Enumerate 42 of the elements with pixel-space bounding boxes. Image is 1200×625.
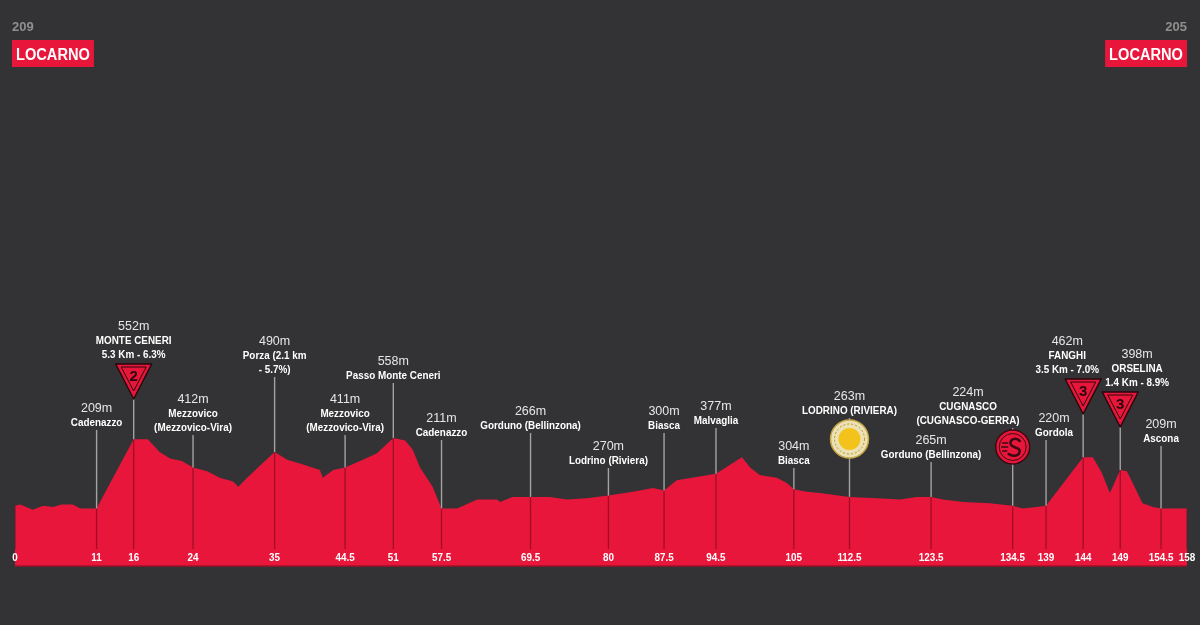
x-tick-label: 139 [1037, 550, 1055, 564]
x-tick-label: 123.5 [918, 550, 944, 564]
x-tick-label: 44.5 [335, 550, 355, 564]
annotation: 266m Gorduno (Bellinzona) [480, 404, 582, 432]
annotation: 265m Gorduno (Bellinzona) [880, 433, 982, 461]
text: 205 [1165, 19, 1187, 34]
x-tick-label: 16 [128, 550, 140, 564]
annotation: 490m Porza (2.1 km - 5.7%) [242, 334, 307, 376]
annotation: 209m Cadenazzo [70, 401, 123, 429]
annotation: 220m Gordola [1035, 411, 1074, 439]
annotation: 411m Mezzovico (Mezzovico-Vira) [306, 392, 385, 434]
x-tick-label: 69.5 [520, 550, 541, 564]
x-tick-label: 94.5 [706, 550, 726, 564]
x-tick-label: 158 [1178, 550, 1196, 564]
annotation: 412m Mezzovico (Mezzovico-Vira) [154, 392, 233, 434]
x-tick-label: 35 [269, 550, 281, 564]
x-tick-label: 105 [785, 550, 803, 564]
x-tick-label: 112.5 [837, 550, 862, 564]
x-tick-label: 144 [1074, 550, 1092, 564]
annotation: 558m Passo Monte Ceneri [346, 354, 441, 382]
annotation: 263m LODRINO (RIVIERA) [801, 389, 898, 417]
x-tick-label: 154.5 [1148, 550, 1174, 564]
x-tick-label: 11 [91, 550, 102, 564]
x-tick-label: 24 [187, 550, 199, 564]
x-tick-label: 0 [12, 550, 18, 564]
text: 209 [12, 19, 34, 34]
x-tick-label: 149 [1111, 550, 1129, 564]
annotation: 552m MONTE CENERI 5.3 Km - 6.3% 2 [95, 319, 172, 384]
annotation: 398m ORSELINA 1.4 Km - 8.9% 3 [1105, 347, 1170, 412]
annotation: 209m Ascona [1143, 417, 1180, 445]
annotation: 300m Biasca [648, 404, 681, 432]
annotation: 270m Lodrino (Riviera) [568, 439, 649, 467]
x-tick-label: 87.5 [654, 550, 674, 564]
x-tick-label: 134.5 [1000, 550, 1026, 564]
annotation: 304m Biasca [777, 439, 811, 467]
annotation: 211m Cadenazzo [415, 411, 468, 439]
x-tick-label: 51 [387, 550, 399, 564]
x-tick-label: 80 [602, 550, 614, 564]
x-tick-label: 57.5 [431, 550, 452, 564]
annotation: 377m Malvaglia [693, 399, 740, 427]
annotation: 462m FANGHI 3.5 Km - 7.0% 3 [1035, 334, 1100, 399]
annotation: 224m CUGNASCO (CUGNASCO-GERRA) [916, 385, 1021, 427]
